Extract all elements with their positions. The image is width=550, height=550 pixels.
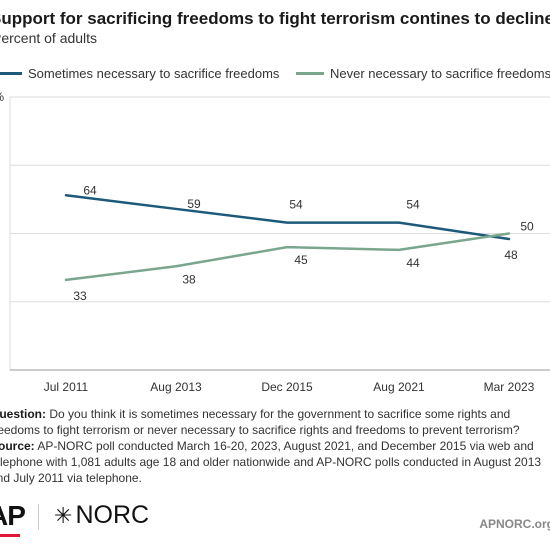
footer-logos: AP ✳ NORC	[0, 498, 550, 538]
legend: Sometimes necessary to sacrifice freedom…	[0, 66, 550, 84]
series-line-sometimes	[64, 194, 511, 241]
norc-star-icon: ✳	[54, 502, 73, 528]
data-label-sometimes: 59	[187, 197, 201, 211]
x-tick-label: Mar 2023	[484, 380, 535, 394]
norc-logo: ✳ NORC	[54, 501, 149, 530]
data-label-sometimes: 54	[289, 198, 303, 212]
legend-item-never: Never necessary to sacrifice freedoms	[296, 66, 550, 81]
data-label-sometimes: 54	[406, 198, 420, 212]
legend-label-never: Never necessary to sacrifice freedoms	[330, 66, 550, 81]
legend-swatch-sometimes	[0, 72, 22, 75]
source-url: APNORC.org	[479, 517, 550, 531]
data-label-never: 44	[406, 256, 420, 270]
series-line-never	[64, 232, 511, 282]
ap-logo: AP	[0, 500, 26, 531]
x-tick-label: Aug 2021	[373, 380, 425, 394]
data-label-sometimes: 48	[504, 248, 518, 262]
x-tick-label: Jul 2011	[44, 380, 89, 394]
question-text: Do you think it is sometimes necessary f…	[0, 407, 520, 437]
x-tick-label: Dec 2015	[261, 380, 313, 394]
data-label-sometimes: 64	[83, 183, 97, 197]
logo-divider	[38, 504, 39, 530]
data-label-never: 45	[294, 253, 308, 267]
chart-title: Support for sacrificing freedoms to figh…	[0, 9, 550, 28]
question-label: Question:	[0, 407, 46, 421]
line-chart: 100% Jul 2011 Aug 2013 Dec 2015 Aug 2021 Mar …	[0, 90, 550, 394]
data-label-never: 33	[73, 289, 87, 303]
y-tick-label-top: 100%	[0, 90, 4, 104]
data-label-never: 50	[520, 220, 534, 234]
source-text: AP-NORC poll conducted March 16-20, 2023…	[0, 439, 542, 485]
notes: Question: Do you think it is sometimes n…	[0, 406, 550, 486]
legend-item-sometimes: Sometimes necessary to sacrifice freedom…	[0, 66, 279, 81]
legend-swatch-never	[296, 72, 324, 75]
legend-label-sometimes: Sometimes necessary to sacrifice freedom…	[28, 66, 280, 81]
x-tick-label: Aug 2013	[150, 380, 202, 394]
norc-logo-text: NORC	[75, 501, 150, 529]
source-note: Source: AP-NORC poll conducted March 16-…	[0, 438, 550, 486]
source-label: Source:	[0, 439, 35, 453]
question-note: Question: Do you think it is sometimes n…	[0, 406, 550, 438]
chart-subtitle: Percent of adults	[0, 30, 98, 46]
ap-logo-bar	[0, 534, 20, 537]
data-label-never: 38	[182, 272, 196, 286]
